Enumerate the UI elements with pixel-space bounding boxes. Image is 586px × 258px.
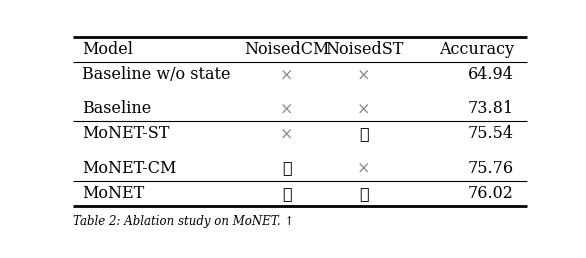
- Text: ✓: ✓: [359, 125, 369, 142]
- Text: ×: ×: [357, 159, 370, 176]
- Text: Accuracy: Accuracy: [439, 41, 514, 58]
- Text: ✓: ✓: [282, 185, 291, 202]
- Text: 64.94: 64.94: [468, 66, 514, 83]
- Text: ×: ×: [280, 100, 294, 117]
- Text: 75.76: 75.76: [468, 159, 514, 176]
- Text: ×: ×: [357, 66, 370, 83]
- Text: Baseline w/o state: Baseline w/o state: [82, 66, 231, 83]
- Text: MoNET-ST: MoNET-ST: [82, 125, 170, 142]
- Text: NoisedCM: NoisedCM: [244, 41, 329, 58]
- Text: MoNET-CM: MoNET-CM: [82, 159, 177, 176]
- Text: ✓: ✓: [282, 159, 291, 176]
- Text: ×: ×: [357, 100, 370, 117]
- Text: Table 2: Ablation study on MoNET. ↑: Table 2: Ablation study on MoNET. ↑: [73, 215, 295, 228]
- Text: 75.54: 75.54: [468, 125, 514, 142]
- Text: Model: Model: [82, 41, 134, 58]
- Text: Baseline: Baseline: [82, 100, 152, 117]
- Text: ×: ×: [280, 66, 294, 83]
- Text: ×: ×: [280, 125, 294, 142]
- Text: ✓: ✓: [359, 185, 369, 202]
- Text: NoisedST: NoisedST: [325, 41, 403, 58]
- Text: 76.02: 76.02: [468, 185, 514, 202]
- Text: 73.81: 73.81: [468, 100, 514, 117]
- Text: MoNET: MoNET: [82, 185, 145, 202]
